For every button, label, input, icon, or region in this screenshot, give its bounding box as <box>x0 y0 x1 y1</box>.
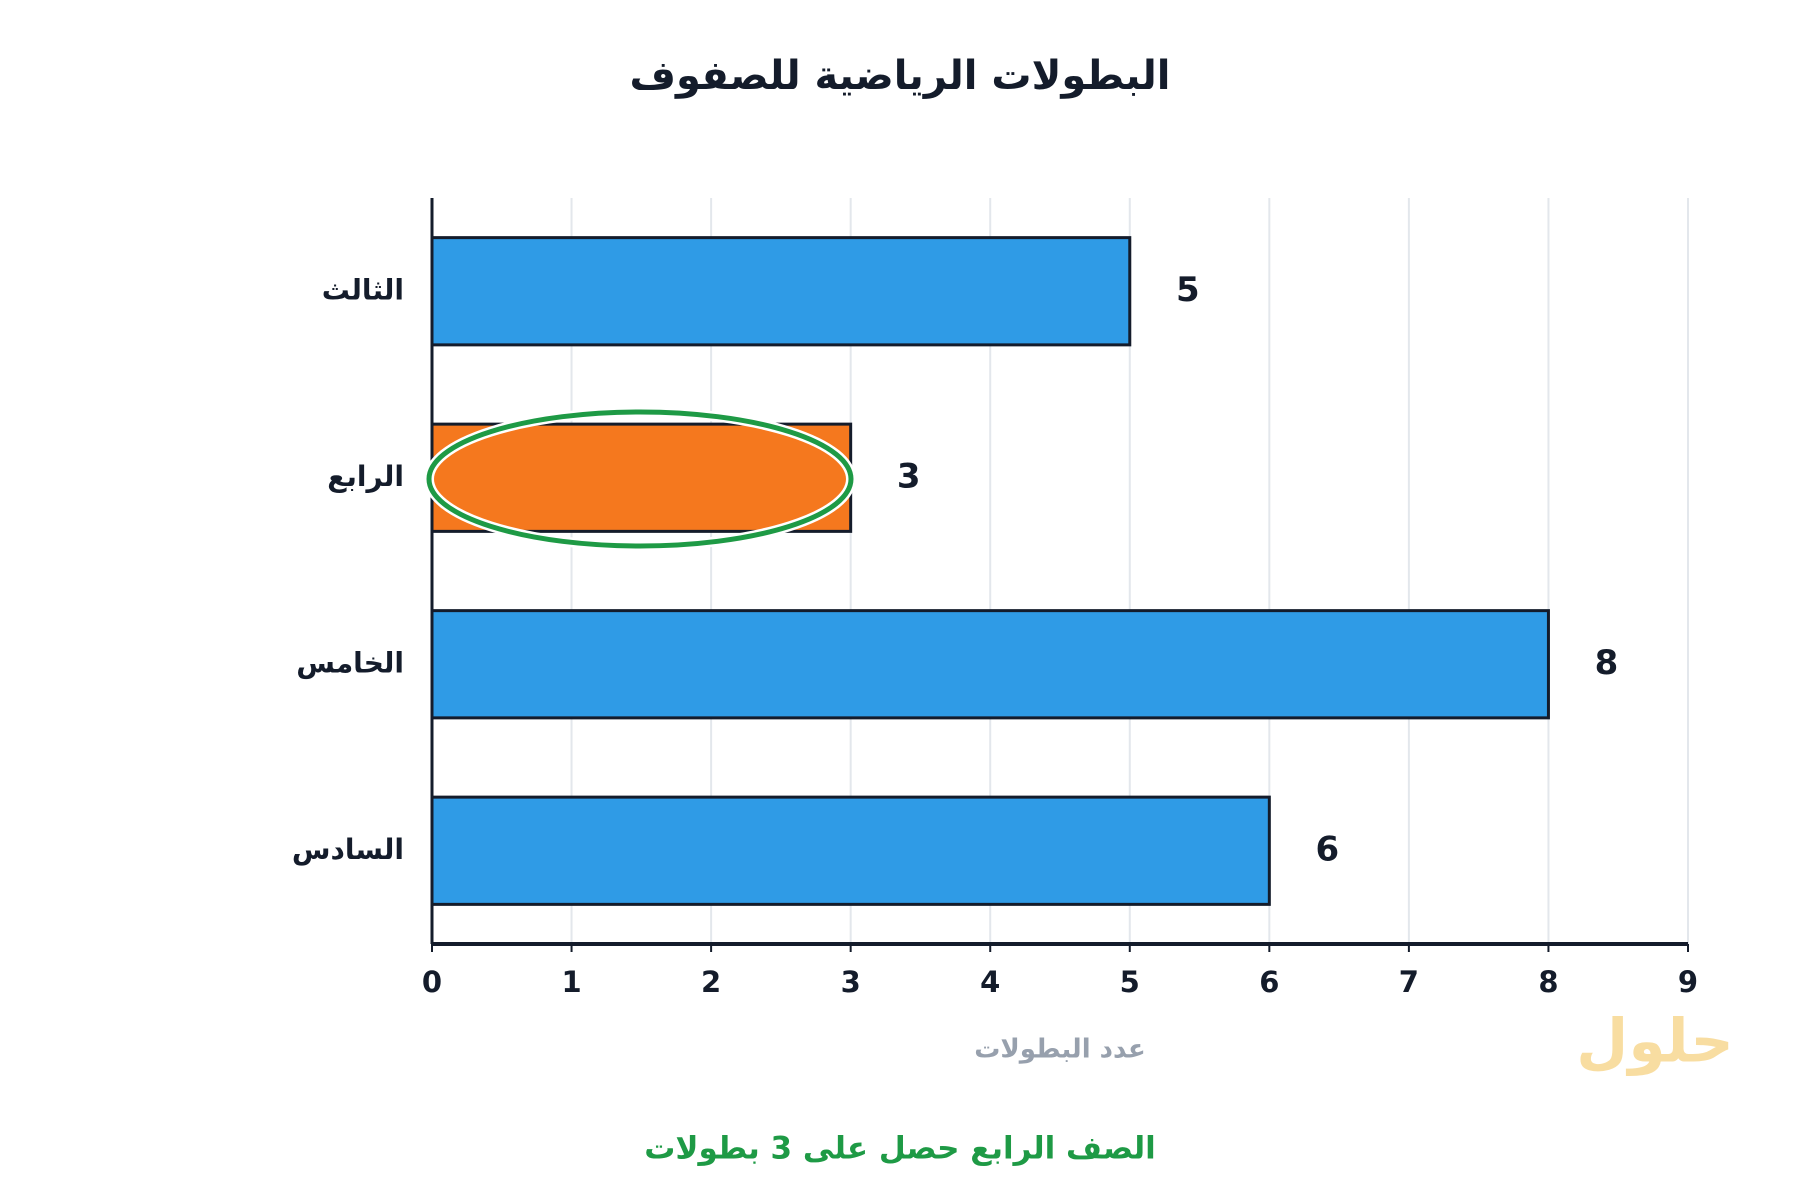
annotation: الصف الرابع حصل على 3 بطولات <box>644 1131 1156 1167</box>
data-label: 3 <box>897 456 921 496</box>
x-tick-label: 6 <box>1259 965 1279 999</box>
y-tick-label: الرابع <box>327 460 404 493</box>
x-tick-label: 1 <box>561 965 581 999</box>
x-tick-label: 9 <box>1678 965 1698 999</box>
chart-title: البطولات الرياضية للصفوف <box>630 53 1171 99</box>
x-tick-label: 4 <box>980 965 1000 999</box>
highlight-ellipse <box>426 409 854 549</box>
data-label: 5 <box>1176 270 1200 310</box>
bar <box>430 422 853 533</box>
bar <box>430 236 1132 347</box>
x-tick-label: 3 <box>841 965 861 999</box>
x-tick-label: 0 <box>422 965 442 999</box>
data-label: 8 <box>1595 643 1619 683</box>
y-tick-label: الثالث <box>322 273 404 306</box>
data-label: 6 <box>1315 829 1339 869</box>
bar <box>430 609 1550 720</box>
bar <box>430 795 1271 906</box>
plot-area: 0 1 2 3 4 5 6 7 8 9 الثالث 5 الرابع 3 الخامس 8 السادس 6 <box>292 198 1698 999</box>
x-tick-label: 8 <box>1538 965 1558 999</box>
x-axis-label: عدد البطولات <box>974 1035 1146 1065</box>
x-tick-label: 5 <box>1120 965 1140 999</box>
y-tick-label: السادس <box>292 833 404 866</box>
x-tick-label: 2 <box>701 965 721 999</box>
y-tick-label: الخامس <box>296 646 404 679</box>
watermark: حلول <box>1576 1007 1733 1077</box>
x-tick-label: 7 <box>1399 965 1419 999</box>
